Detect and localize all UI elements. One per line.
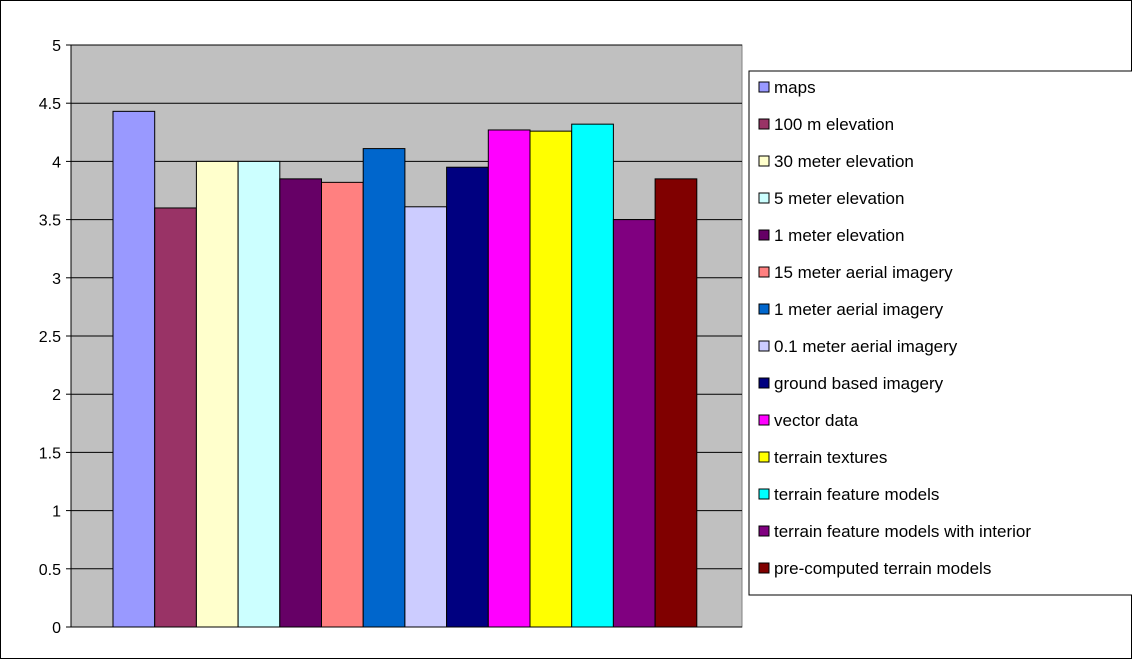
legend-label: 100 m elevation bbox=[774, 115, 894, 134]
legend-swatch bbox=[758, 266, 770, 278]
y-tick-label: 3 bbox=[52, 271, 61, 288]
legend-swatch bbox=[758, 192, 770, 204]
legend-swatch bbox=[758, 562, 770, 574]
legend-swatch bbox=[758, 525, 770, 537]
legend-swatch bbox=[758, 118, 770, 130]
legend-swatch bbox=[758, 155, 770, 167]
legend-swatch bbox=[758, 81, 770, 93]
legend-swatch bbox=[758, 229, 770, 241]
y-tick-label: 4 bbox=[52, 154, 61, 171]
bar bbox=[529, 130, 573, 628]
y-tick-label: 0 bbox=[52, 620, 61, 637]
bar bbox=[446, 166, 489, 628]
bar bbox=[237, 160, 281, 628]
y-tick-label: 1.5 bbox=[39, 445, 61, 462]
legend-label: pre-computed terrain models bbox=[774, 559, 991, 578]
legend-label: vector data bbox=[774, 411, 859, 430]
y-tick-label: 0.5 bbox=[39, 562, 61, 579]
y-tick-label: 3.5 bbox=[39, 213, 61, 230]
bar bbox=[154, 207, 197, 628]
legend-label: ground based imagery bbox=[774, 374, 944, 393]
bar bbox=[404, 206, 448, 628]
bar bbox=[112, 110, 156, 628]
y-tick-label: 2.5 bbox=[39, 329, 61, 346]
legend-label: terrain feature models with interior bbox=[774, 522, 1031, 541]
legend-label: 0.1 meter aerial imagery bbox=[774, 337, 958, 356]
y-tick-label: 4.5 bbox=[39, 96, 61, 113]
legend-label: maps bbox=[774, 78, 816, 97]
legend-label: terrain feature models bbox=[774, 485, 939, 504]
legend-box bbox=[748, 70, 1132, 596]
legend-label: 30 meter elevation bbox=[774, 152, 914, 171]
legend-swatch bbox=[758, 414, 770, 426]
bar bbox=[195, 160, 239, 628]
bar bbox=[362, 148, 406, 628]
bar bbox=[487, 129, 531, 628]
legend: maps 100 m elevation 30 meter elevation 5 m… bbox=[748, 70, 1132, 596]
legend-label: 5 meter elevation bbox=[774, 189, 904, 208]
legend-label: 1 meter aerial imagery bbox=[774, 300, 944, 319]
legend-swatch bbox=[758, 303, 770, 315]
bar bbox=[321, 181, 364, 628]
bar bbox=[571, 123, 614, 628]
y-tick-label: 2 bbox=[52, 387, 61, 404]
bar bbox=[612, 219, 656, 628]
bar bbox=[654, 178, 698, 628]
legend-swatch bbox=[758, 488, 770, 500]
legend-label: 1 meter elevation bbox=[774, 226, 904, 245]
y-axis: 0 0.5 1 1.5 2 2.5 3 3.5 4 4.5 5 bbox=[39, 38, 742, 637]
y-tick-label: 5 bbox=[52, 38, 61, 55]
legend-swatch bbox=[758, 377, 770, 389]
legend-label: terrain textures bbox=[774, 448, 887, 467]
bars bbox=[112, 110, 698, 628]
legend-label: 15 meter aerial imagery bbox=[774, 263, 953, 282]
bar bbox=[279, 178, 322, 628]
legend-swatch bbox=[758, 451, 770, 463]
y-tick-label: 1 bbox=[52, 504, 61, 521]
legend-swatch bbox=[758, 340, 770, 352]
